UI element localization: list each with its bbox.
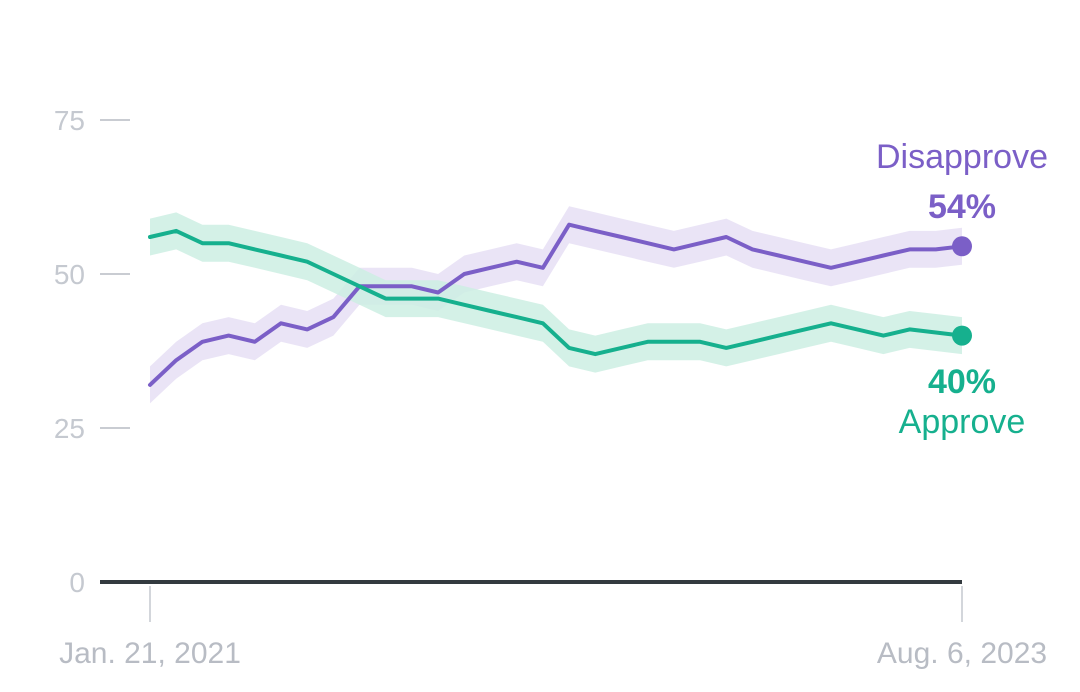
x-axis: Jan. 21, 2021 Aug. 6, 2023 [59,586,1047,670]
x-start-label: Jan. 21, 2021 [59,637,241,670]
confidence-bands [150,206,962,404]
disapprove-end-dot [952,236,972,257]
disapprove-series-name: Disapprove [876,138,1048,176]
y-axis: 0 25 50 75 [54,105,130,598]
series-end-markers: Disapprove 54% 40% Approve [876,138,1048,441]
disapprove-band [150,206,962,404]
y-tick-label: 0 [69,567,85,598]
approve-end-value: 40% [928,363,996,401]
approve-line [148,228,964,357]
disapprove-end-value: 54% [928,188,996,226]
x-end-label: Aug. 6, 2023 [877,637,1047,670]
approve-end-dot [952,325,972,346]
disapprove-line [148,222,964,387]
approve-band [150,212,962,373]
series-lines [148,222,964,387]
approve-series-name: Approve [899,403,1026,441]
y-tick-label: 75 [54,105,85,136]
y-tick-label: 25 [54,413,85,444]
y-tick-label: 50 [54,259,85,290]
